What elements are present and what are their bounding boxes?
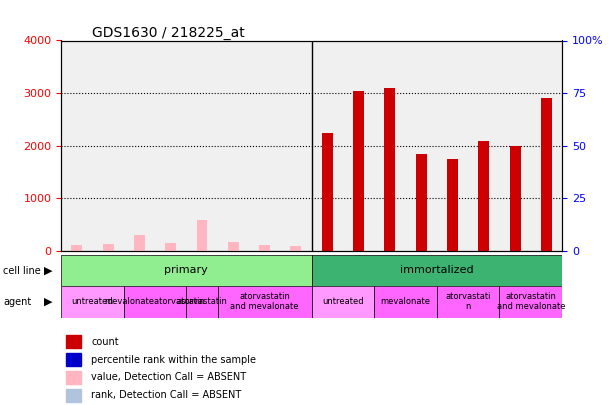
Text: cell line: cell line: [3, 266, 41, 275]
FancyBboxPatch shape: [123, 286, 186, 318]
Bar: [103, 244, 114, 251]
Bar: [478, 141, 489, 251]
Bar: [447, 159, 458, 251]
Text: mevalonate: mevalonate: [381, 297, 431, 306]
Text: primary: primary: [164, 265, 208, 275]
Bar: [290, 246, 301, 251]
Text: atorvastatin
and mevalonate: atorvastatin and mevalonate: [497, 292, 565, 311]
Bar: [541, 98, 552, 251]
Text: agent: agent: [3, 297, 31, 307]
FancyBboxPatch shape: [61, 286, 123, 318]
FancyBboxPatch shape: [437, 286, 500, 318]
Bar: [134, 235, 145, 251]
Bar: [165, 243, 176, 251]
Text: atorvastatin
and mevalonate: atorvastatin and mevalonate: [230, 292, 299, 311]
Text: untreated: untreated: [71, 297, 113, 306]
FancyBboxPatch shape: [218, 286, 312, 318]
FancyBboxPatch shape: [374, 286, 437, 318]
Text: count: count: [91, 337, 119, 347]
Text: untreated: untreated: [322, 297, 364, 306]
FancyBboxPatch shape: [500, 286, 562, 318]
FancyBboxPatch shape: [312, 286, 374, 318]
Bar: [353, 91, 364, 251]
Text: mevalonateatorvastatin: mevalonateatorvastatin: [104, 297, 205, 306]
Text: atorvastatin: atorvastatin: [177, 297, 227, 306]
Text: rank, Detection Call = ABSENT: rank, Detection Call = ABSENT: [91, 390, 241, 400]
Text: immortalized: immortalized: [400, 265, 474, 275]
Text: percentile rank within the sample: percentile rank within the sample: [91, 355, 256, 364]
Text: atorvastati
n: atorvastati n: [445, 292, 491, 311]
Text: GDS1630 / 218225_at: GDS1630 / 218225_at: [92, 26, 244, 40]
Text: ▶: ▶: [44, 297, 53, 307]
Bar: [197, 220, 208, 251]
FancyBboxPatch shape: [61, 255, 312, 286]
Bar: [322, 133, 333, 251]
FancyBboxPatch shape: [312, 255, 562, 286]
Bar: [259, 245, 270, 251]
Bar: [510, 146, 521, 251]
Bar: [66, 371, 81, 384]
Bar: [415, 153, 426, 251]
Bar: [71, 245, 82, 251]
Bar: [66, 335, 81, 348]
Bar: [66, 389, 81, 402]
FancyBboxPatch shape: [186, 286, 218, 318]
Bar: [66, 353, 81, 366]
Text: ▶: ▶: [44, 266, 53, 275]
Bar: [228, 242, 239, 251]
Bar: [384, 88, 395, 251]
Text: value, Detection Call = ABSENT: value, Detection Call = ABSENT: [91, 373, 246, 382]
